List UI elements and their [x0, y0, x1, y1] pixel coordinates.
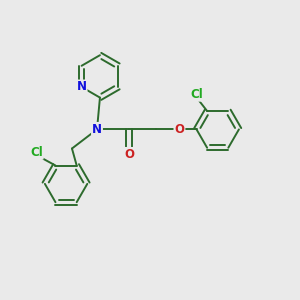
Text: O: O — [174, 123, 184, 136]
Text: Cl: Cl — [190, 88, 203, 101]
Text: O: O — [124, 148, 134, 161]
Text: N: N — [92, 123, 102, 136]
Text: N: N — [76, 80, 87, 94]
Text: Cl: Cl — [30, 146, 43, 159]
